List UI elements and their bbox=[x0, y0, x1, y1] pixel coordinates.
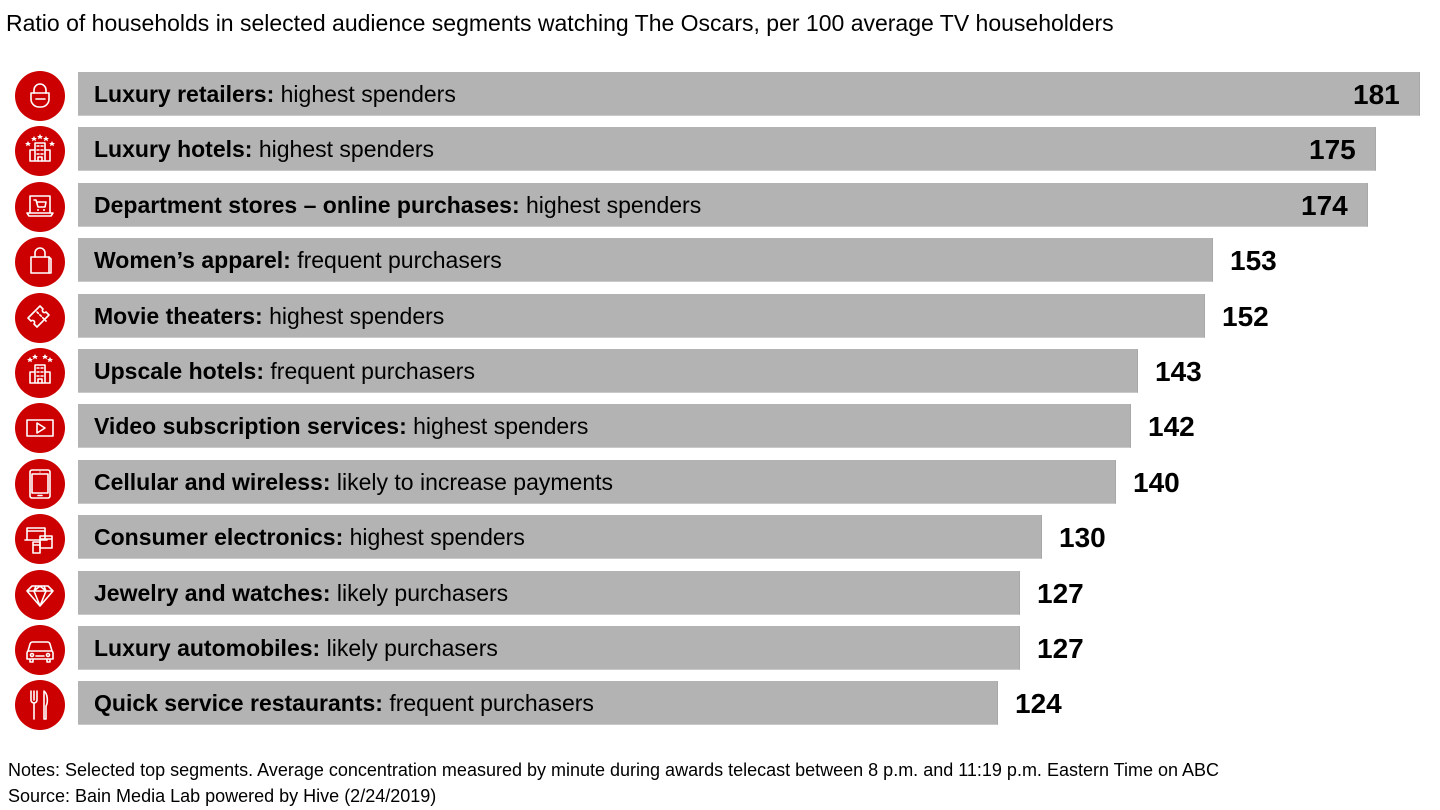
segment-name: Cellular and wireless: bbox=[94, 468, 331, 495]
chart-footer: Notes: Selected top segments. Average co… bbox=[8, 757, 1219, 809]
value-label: 127 bbox=[1037, 577, 1084, 609]
bar bbox=[78, 515, 1042, 560]
devices-icon bbox=[15, 514, 65, 565]
segment-description: highest spenders bbox=[526, 191, 702, 218]
segment-description: frequent purchasers bbox=[389, 690, 594, 717]
car-icon bbox=[15, 625, 65, 675]
value-label: 143 bbox=[1155, 356, 1202, 387]
bar-label: Video subscription services: highest spe… bbox=[94, 413, 588, 440]
bar bbox=[78, 127, 1376, 172]
luxury-hotel-icon bbox=[15, 126, 65, 177]
segment-description: likely purchasers bbox=[326, 635, 498, 661]
bar-row: Upscale hotels: frequent purchasers 143 bbox=[0, 348, 1440, 398]
value-label: 152 bbox=[1222, 300, 1269, 332]
segment-description: highest spenders bbox=[349, 524, 525, 551]
ticket-icon bbox=[15, 292, 65, 343]
bar-label: Movie theaters: highest spenders bbox=[94, 303, 444, 330]
bar-row: Cellular and wireless: likely to increas… bbox=[0, 458, 1440, 509]
segment-description: highest spenders bbox=[269, 302, 445, 329]
segment-name: Video subscription services: bbox=[94, 413, 407, 440]
segment-name: Department stores – online purchases: bbox=[94, 191, 520, 218]
bar-row: Luxury retailers: highest spenders 181 bbox=[0, 71, 1440, 121]
segment-name: Women’s apparel: bbox=[94, 247, 291, 274]
upscale-hotel-icon bbox=[15, 348, 65, 398]
segment-name: Upscale hotels: bbox=[94, 358, 264, 384]
bar-label: Cellular and wireless: likely to increas… bbox=[94, 469, 613, 496]
value-label: 174 bbox=[1301, 189, 1348, 221]
bar-label: Women’s apparel: frequent purchasers bbox=[94, 247, 502, 274]
bar-row: Consumer electronics: highest spenders 13… bbox=[0, 514, 1440, 565]
value-label: 142 bbox=[1148, 411, 1195, 443]
bar bbox=[78, 349, 1138, 393]
bar-row: Luxury automobiles: likely purchasers 127 bbox=[0, 625, 1440, 675]
value-label: 181 bbox=[1353, 79, 1400, 110]
bar-label: Luxury automobiles: likely purchasers bbox=[94, 635, 498, 662]
value-label: 130 bbox=[1059, 522, 1106, 554]
source-text: Source: Bain Media Lab powered by Hive (… bbox=[8, 786, 437, 806]
segment-name: Luxury retailers: bbox=[94, 81, 275, 107]
shopping-bag-icon bbox=[15, 237, 65, 288]
bar-label: Luxury hotels: highest spenders bbox=[94, 136, 434, 163]
segment-name: Quick service restaurants: bbox=[94, 690, 383, 717]
bar-row: Quick service restaurants: frequent purc… bbox=[0, 680, 1440, 731]
segment-description: likely purchasers bbox=[336, 579, 509, 606]
segment-name: Luxury automobiles: bbox=[94, 635, 321, 661]
video-play-icon bbox=[15, 403, 65, 454]
segment-description: highest spenders bbox=[413, 413, 589, 440]
value-label: 175 bbox=[1309, 134, 1356, 166]
segment-description: frequent purchasers bbox=[270, 358, 475, 384]
bar bbox=[78, 459, 1116, 504]
bar-row: Department stores – online purchases: hi… bbox=[0, 181, 1440, 232]
value-label: 124 bbox=[1015, 688, 1062, 720]
segment-description: highest spenders bbox=[280, 81, 456, 107]
value-label: 153 bbox=[1230, 245, 1277, 277]
value-label: 127 bbox=[1037, 633, 1084, 664]
bar bbox=[78, 681, 998, 726]
bar bbox=[78, 570, 1020, 615]
chart-title: Ratio of households in selected audience… bbox=[6, 10, 1114, 36]
notes-text: Notes: Selected top segments. Average co… bbox=[8, 760, 1220, 780]
segment-description: likely to increase payments bbox=[336, 468, 613, 495]
bar-row: Luxury hotels: highest spenders 175 bbox=[0, 126, 1440, 177]
bar-label: Consumer electronics: highest spenders bbox=[94, 524, 525, 551]
bar bbox=[78, 72, 1420, 116]
bar-label: Luxury retailers: highest spenders bbox=[94, 81, 456, 108]
diamond-icon bbox=[15, 569, 65, 620]
bar-label: Upscale hotels: frequent purchasers bbox=[94, 358, 475, 385]
bar-label: Department stores – online purchases: hi… bbox=[94, 192, 701, 219]
bar bbox=[78, 626, 1020, 670]
bar bbox=[78, 293, 1205, 338]
shopping-basket-icon bbox=[15, 71, 65, 121]
fork-knife-icon bbox=[15, 680, 65, 731]
segment-description: frequent purchasers bbox=[297, 247, 502, 274]
laptop-cart-icon bbox=[15, 181, 65, 232]
bar-row: Video subscription services: highest spe… bbox=[0, 403, 1440, 454]
smartphone-icon bbox=[15, 458, 65, 509]
segment-name: Luxury hotels: bbox=[94, 136, 253, 163]
segment-name: Jewelry and watches: bbox=[94, 579, 331, 606]
bar-row: Women’s apparel: frequent purchasers 153 bbox=[0, 237, 1440, 288]
value-label: 140 bbox=[1133, 466, 1180, 498]
bar-label: Quick service restaurants: frequent purc… bbox=[94, 690, 594, 717]
bar bbox=[78, 404, 1131, 449]
bar bbox=[78, 238, 1213, 283]
bar-label: Jewelry and watches: likely purchasers bbox=[94, 580, 508, 607]
segment-description: highest spenders bbox=[258, 136, 435, 163]
segment-name: Movie theaters: bbox=[94, 302, 263, 329]
bar bbox=[78, 182, 1368, 227]
bar-row: Movie theaters: highest spenders 152 bbox=[0, 292, 1440, 343]
segment-name: Consumer electronics: bbox=[94, 524, 344, 551]
bar-row: Jewelry and watches: likely purchasers 12… bbox=[0, 569, 1440, 620]
